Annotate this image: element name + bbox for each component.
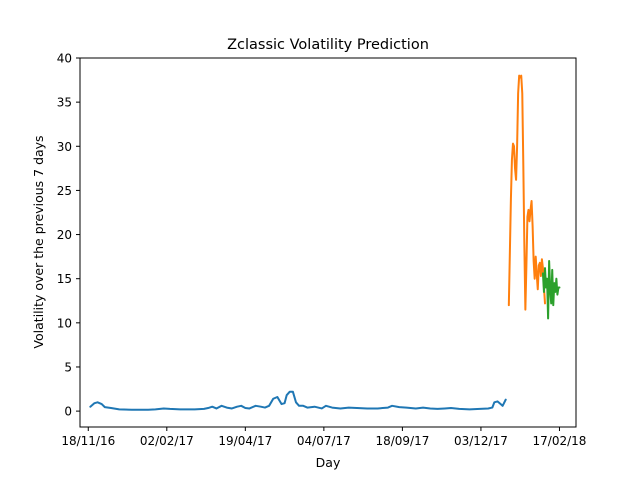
y-tick-label: 40 (57, 52, 72, 66)
x-tick-label: 04/07/17 (297, 434, 351, 448)
y-tick-label: 0 (64, 405, 72, 419)
x-tick-label: 03/12/17 (454, 434, 508, 448)
y-axis-ticks: 0 5 10 15 20 25 30 35 40 (57, 52, 80, 419)
x-axis-ticks: 18/11/16 02/02/17 19/04/17 04/07/17 18/09/17… (61, 427, 586, 448)
y-tick-label: 10 (57, 316, 72, 330)
x-tick-label: 18/09/17 (375, 434, 429, 448)
series-layer (89, 74, 561, 411)
x-tick-label: 02/02/17 (140, 434, 194, 448)
y-tick-label: 15 (57, 272, 72, 286)
y-tick-label: 30 (57, 140, 72, 154)
series-line-1 (89, 390, 507, 411)
series-line-2 (507, 74, 546, 311)
x-tick-label: 19/04/17 (218, 434, 272, 448)
x-tick-label: 17/02/18 (533, 434, 587, 448)
x-tick-label: 18/11/16 (61, 434, 115, 448)
y-axis-label: Volatility over the previous 7 days (31, 135, 46, 348)
plot-area (80, 58, 576, 427)
series-line-3 (541, 260, 561, 320)
y-tick-label: 20 (57, 228, 72, 242)
x-axis-label: Day (316, 455, 341, 470)
y-tick-label: 35 (57, 96, 72, 110)
plot-frame (79, 57, 577, 428)
y-tick-label: 25 (57, 184, 72, 198)
y-tick-label: 5 (64, 360, 72, 374)
chart-title: Zclassic Volatility Prediction (227, 37, 429, 53)
